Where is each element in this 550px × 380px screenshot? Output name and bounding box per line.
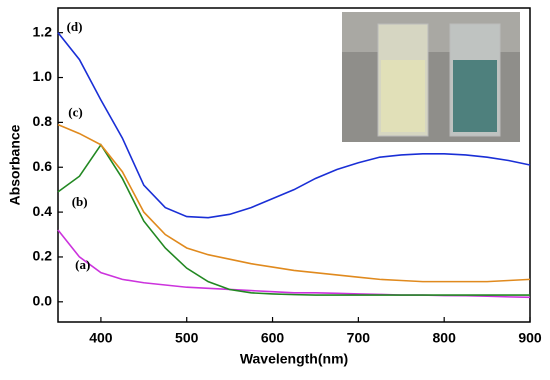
y-axis-title: Absorbance	[7, 124, 23, 205]
y-tick-label: 0.4	[33, 203, 53, 219]
x-tick-label: 900	[518, 330, 542, 346]
curve-label: (b)	[72, 194, 88, 209]
curve-label: (d)	[67, 19, 83, 34]
x-tick-label: 800	[433, 330, 457, 346]
y-tick-label: 1.0	[33, 68, 53, 84]
series-line	[57, 229, 531, 299]
series-line	[57, 143, 530, 296]
x-tick-label: 700	[347, 330, 371, 346]
series-line	[57, 123, 531, 283]
y-tick-label: 0.2	[33, 248, 53, 264]
x-tick-label: 600	[261, 330, 285, 346]
x-axis-title: Wavelength(nm)	[240, 351, 348, 367]
series-line	[57, 32, 531, 219]
curve-label: (a)	[75, 257, 90, 272]
y-tick-label: 0.0	[33, 293, 53, 309]
x-tick-label: 400	[89, 330, 113, 346]
x-tick-label: 500	[175, 330, 199, 346]
curve-label: (c)	[68, 104, 82, 119]
y-tick-label: 0.8	[33, 113, 53, 129]
y-tick-label: 0.6	[33, 158, 53, 174]
inset-photo	[342, 12, 520, 142]
y-tick-label: 1.2	[33, 23, 53, 39]
